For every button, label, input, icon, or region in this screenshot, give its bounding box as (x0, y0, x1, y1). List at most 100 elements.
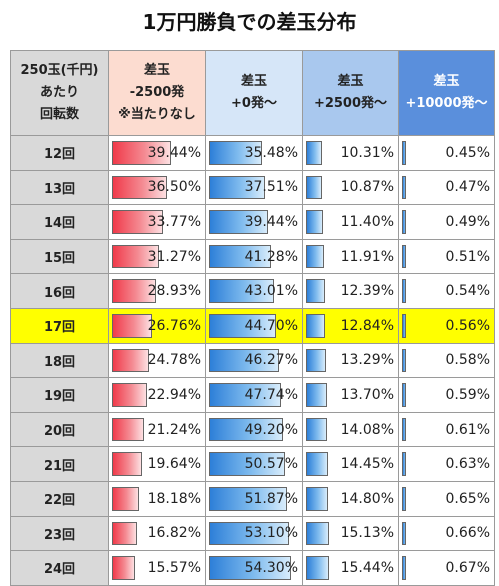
value-text: 36.50% (147, 179, 201, 196)
value-bar (209, 175, 265, 200)
header-plus-0: 差玉 +0発～ (205, 50, 303, 136)
row-label: 21回 (10, 446, 109, 482)
value-text: 0.65% (445, 490, 490, 507)
header-line: -2500発 (129, 85, 185, 100)
value-bar (112, 244, 159, 269)
value-text: 37.51% (244, 179, 298, 196)
value-cell: 16.82% (108, 515, 206, 552)
value-cell: 0.51% (398, 238, 495, 275)
header-line: あたり (39, 85, 79, 100)
value-cell: 41.28% (205, 238, 303, 275)
header-line: 回転数 (39, 107, 79, 122)
value-text: 0.47% (445, 179, 490, 196)
value-cell: 54.30% (205, 550, 303, 586)
value-text: 51.87% (244, 490, 298, 507)
table-row: 17回 26.76% 44.70% 12.84% 0.56% (10, 307, 495, 344)
table-row: 13回 36.50% 37.51% 10.87% 0.47% (10, 169, 495, 206)
value-bar (112, 486, 139, 511)
page-title: 1万円勝負での差玉分布 (142, 10, 357, 34)
value-text: 12.39% (340, 283, 394, 300)
value-bar (112, 417, 144, 442)
header-plus-2500: 差玉 +2500発～ (302, 50, 399, 136)
value-cell: 35.48% (205, 135, 303, 171)
table-row: 14回 33.77% 39.44% 11.40% 0.49% (10, 204, 495, 240)
value-cell: 31.27% (108, 238, 206, 275)
value-cell: 47.74% (205, 377, 303, 413)
value-bar (306, 417, 327, 442)
table-row: 12回 39.44% 35.48% 10.31% 0.45% (10, 135, 495, 171)
value-bar (209, 348, 279, 373)
value-cell: 14.80% (302, 480, 399, 517)
value-cell: 36.50% (108, 169, 206, 206)
value-bar (209, 486, 287, 511)
row-label: 22回 (10, 480, 109, 517)
value-bar (209, 313, 276, 338)
value-cell: 18.18% (108, 480, 206, 517)
value-cell: 43.01% (205, 273, 303, 309)
value-cell: 12.39% (302, 273, 399, 309)
value-bar (112, 279, 156, 303)
header-line: 差玉 (143, 63, 170, 78)
value-bar (112, 383, 147, 407)
value-bar (209, 210, 268, 234)
value-cell: 0.58% (398, 342, 495, 379)
value-text: 18.18% (147, 490, 201, 507)
value-text: 33.77% (147, 213, 201, 230)
value-cell: 10.31% (302, 135, 399, 171)
value-text: 19.64% (147, 456, 201, 473)
value-bar (209, 279, 274, 303)
value-cell: 44.70% (205, 307, 303, 344)
value-cell: 53.10% (205, 515, 303, 552)
value-text: 12.84% (340, 317, 394, 334)
row-label: 24回 (10, 550, 109, 586)
value-bar (306, 452, 328, 476)
value-text: 43.01% (244, 283, 298, 300)
value-text: 28.93% (147, 283, 201, 300)
value-bar (209, 141, 262, 165)
value-bar (402, 279, 406, 303)
value-cell: 0.61% (398, 411, 495, 448)
value-bar (112, 141, 171, 165)
value-text: 0.58% (445, 352, 490, 369)
header-row: 250玉(千円) あたり 回転数 差玉 -2500発 ※当たりなし 差玉 +0発… (10, 50, 495, 136)
value-bar (402, 486, 406, 511)
value-text: 0.67% (445, 559, 490, 576)
header-line: 250玉(千円) (20, 63, 99, 78)
value-text: 47.74% (244, 386, 298, 403)
value-bar (402, 175, 406, 200)
table-row: 21回 19.64% 50.57% 14.45% 0.63% (10, 446, 495, 482)
value-cell: 22.94% (108, 377, 206, 413)
value-bar (306, 383, 327, 407)
value-text: 15.13% (340, 525, 394, 542)
value-cell: 46.27% (205, 342, 303, 379)
value-text: 0.59% (445, 386, 490, 403)
value-text: 46.27% (244, 352, 298, 369)
value-text: 26.76% (147, 317, 201, 334)
value-text: 50.57% (244, 456, 298, 473)
value-cell: 15.57% (108, 550, 206, 586)
header-minus-2500: 差玉 -2500発 ※当たりなし (108, 50, 206, 136)
value-bar (402, 141, 406, 165)
value-cell: 39.44% (205, 204, 303, 240)
value-bar (112, 175, 167, 200)
value-cell: 10.87% (302, 169, 399, 206)
value-text: 10.87% (340, 179, 394, 196)
value-bar (112, 210, 163, 234)
value-bar (402, 244, 406, 269)
table-row: 20回 21.24% 49.20% 14.08% 0.61% (10, 411, 495, 448)
value-bar (306, 141, 322, 165)
value-bar (402, 452, 406, 476)
value-bar (402, 521, 406, 546)
value-cell: 14.45% (302, 446, 399, 482)
value-bar (306, 313, 325, 338)
value-cell: 39.44% (108, 135, 206, 171)
value-text: 11.91% (340, 248, 394, 265)
value-text: 54.30% (244, 559, 298, 576)
value-bar (112, 521, 137, 546)
value-text: 39.44% (147, 144, 201, 161)
value-text: 14.80% (340, 490, 394, 507)
value-bar (402, 348, 406, 373)
value-cell: 0.56% (398, 307, 495, 344)
value-bar (306, 486, 328, 511)
header-line: 差玉 (240, 74, 267, 89)
